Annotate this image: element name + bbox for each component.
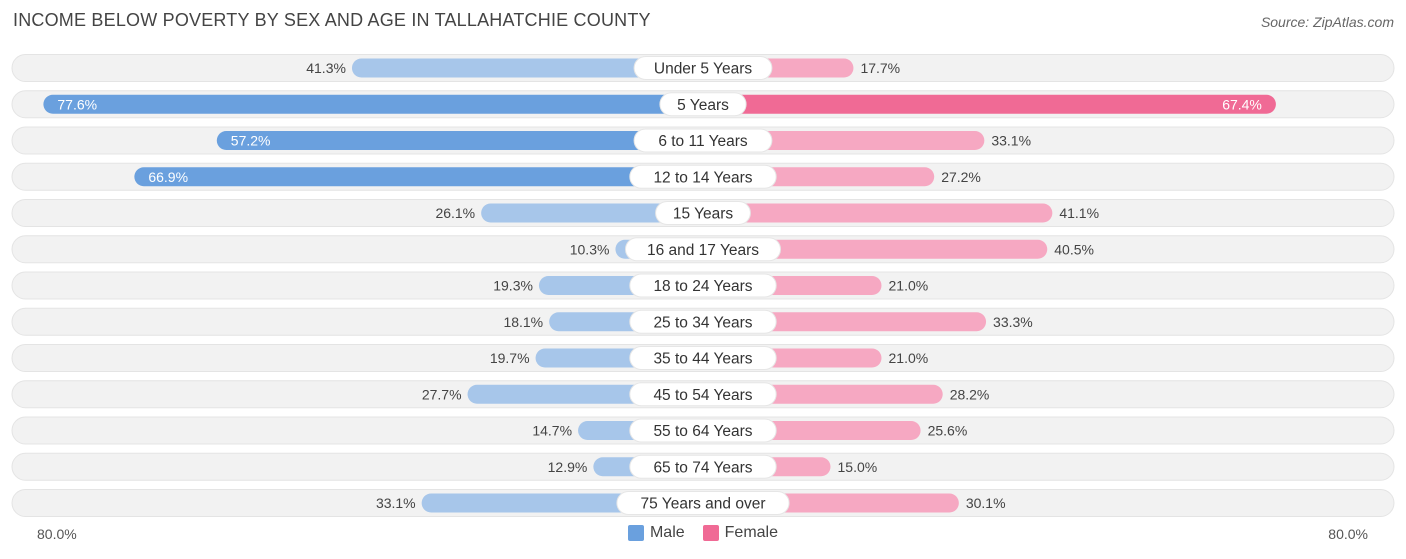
category-pill <box>625 237 781 262</box>
bar-chart: 41.3% 17.7% Under 5 Years 77.6% 67.4% 5 Years… <box>11 54 1395 517</box>
category-pill <box>629 418 777 443</box>
category-label: 55 to 64 Years <box>653 423 752 440</box>
legend-male-label: Male <box>649 524 685 541</box>
male-value-label: 41.3% <box>306 60 346 76</box>
male-value-label: 18.1% <box>503 314 543 330</box>
male-value-label: 77.6% <box>57 96 97 112</box>
category-label: 12 to 14 Years <box>653 169 752 186</box>
category-pill <box>629 454 777 479</box>
female-swatch-icon <box>702 525 719 541</box>
category-label: 35 to 44 Years <box>653 351 752 368</box>
category-label: 75 Years and over <box>641 496 766 513</box>
male-value-label: 33.1% <box>376 495 416 511</box>
male-bar <box>351 58 703 78</box>
category-pill <box>629 346 777 370</box>
female-bar <box>703 131 985 150</box>
female-bar <box>703 94 1276 114</box>
female-value-label: 15.0% <box>838 459 878 475</box>
category-label: Under 5 Years <box>654 61 752 78</box>
male-value-label: 12.9% <box>548 459 588 475</box>
female-value-label: 17.7% <box>860 60 900 76</box>
category-label: 16 and 17 Years <box>647 242 759 259</box>
axis-left-label: 80.0% <box>37 526 77 542</box>
female-value-label: 40.5% <box>1054 241 1094 257</box>
category-label: 18 to 24 Years <box>653 278 752 295</box>
source-note: Source: ZipAtlas.com <box>1260 14 1394 30</box>
chart-title: INCOME BELOW POVERTY BY SEX AND AGE IN T… <box>13 10 651 30</box>
category-label: 15 Years <box>673 206 734 223</box>
female-value-label: 33.1% <box>991 133 1031 149</box>
category-label: 6 to 11 Years <box>658 133 748 150</box>
category-label: 25 to 34 Years <box>653 314 752 331</box>
male-value-label: 57.2% <box>231 133 271 149</box>
category-pill <box>655 201 751 225</box>
male-value-label: 26.1% <box>435 205 475 221</box>
male-value-label: 10.3% <box>570 241 610 257</box>
category-pill <box>629 273 777 298</box>
category-pill <box>659 92 747 117</box>
category-pill <box>629 309 777 334</box>
male-bar <box>481 203 703 223</box>
male-value-label: 66.9% <box>148 169 188 185</box>
legend: Male Female <box>0 524 1406 542</box>
legend-item-male[interactable]: Male <box>627 524 685 542</box>
female-bar <box>703 239 1048 259</box>
female-value-label: 21.0% <box>889 278 929 294</box>
female-value-label: 41.1% <box>1059 205 1099 221</box>
female-value-label: 25.6% <box>928 423 968 439</box>
female-value-label: 27.2% <box>941 169 981 185</box>
category-pill <box>629 382 777 407</box>
category-label: 5 Years <box>677 97 729 114</box>
category-pill <box>633 128 773 153</box>
axis-right-label: 80.0% <box>1328 526 1368 542</box>
legend-item-female[interactable]: Female <box>702 524 779 542</box>
female-value-label: 28.2% <box>950 386 990 402</box>
male-bar <box>134 167 704 187</box>
category-pill <box>616 491 790 515</box>
male-value-label: 27.7% <box>422 386 462 402</box>
category-label: 65 to 74 Years <box>653 459 752 476</box>
male-swatch-icon <box>627 525 644 541</box>
female-bar <box>703 203 1053 223</box>
male-value-label: 19.3% <box>493 278 533 294</box>
category-pill <box>633 56 773 80</box>
male-value-label: 14.7% <box>532 423 572 439</box>
female-value-label: 33.3% <box>993 314 1033 330</box>
category-label: 45 to 54 Years <box>653 387 752 404</box>
female-value-label: 67.4% <box>1222 96 1262 112</box>
female-value-label: 21.0% <box>889 350 929 366</box>
legend-female-label: Female <box>724 524 779 541</box>
male-bar <box>216 131 704 150</box>
female-value-label: 30.1% <box>966 495 1006 511</box>
male-bar <box>43 94 703 114</box>
male-value-label: 19.7% <box>490 350 530 366</box>
category-pill <box>629 164 777 189</box>
